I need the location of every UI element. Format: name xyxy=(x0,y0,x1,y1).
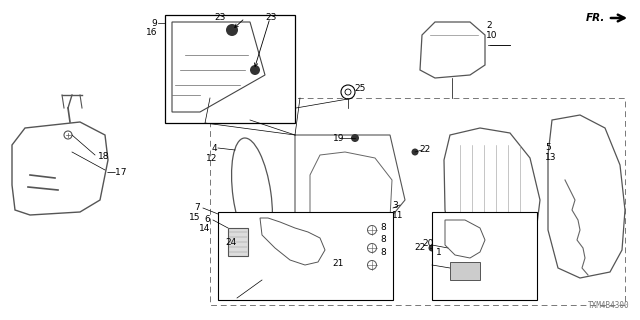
Text: 25: 25 xyxy=(355,84,366,93)
Text: 20: 20 xyxy=(422,239,434,248)
Text: 2: 2 xyxy=(486,21,492,30)
Text: 6: 6 xyxy=(204,215,210,224)
Circle shape xyxy=(351,134,359,142)
Text: 8: 8 xyxy=(381,223,387,232)
Bar xyxy=(228,228,248,256)
Text: 14: 14 xyxy=(198,224,210,233)
Text: 23: 23 xyxy=(214,13,226,22)
Bar xyxy=(218,212,393,300)
Text: 10: 10 xyxy=(486,31,498,40)
Text: 16: 16 xyxy=(146,28,157,37)
Bar xyxy=(210,98,625,305)
Text: FR.: FR. xyxy=(586,13,605,23)
Text: 21: 21 xyxy=(333,259,344,268)
Text: 12: 12 xyxy=(206,154,218,163)
Text: 1: 1 xyxy=(436,248,442,257)
Circle shape xyxy=(412,148,419,156)
Text: 13: 13 xyxy=(545,153,557,162)
Text: 19: 19 xyxy=(333,134,344,143)
Text: 4: 4 xyxy=(212,144,218,153)
Bar xyxy=(432,212,537,300)
Text: 3: 3 xyxy=(392,201,398,210)
Circle shape xyxy=(429,244,435,252)
Text: 8: 8 xyxy=(381,236,387,244)
Text: TXM4B4300: TXM4B4300 xyxy=(588,301,630,310)
Text: —17: —17 xyxy=(106,168,127,177)
Text: 11: 11 xyxy=(392,211,404,220)
Text: 5: 5 xyxy=(545,143,551,152)
Text: 22: 22 xyxy=(414,243,426,252)
Text: 15: 15 xyxy=(189,213,200,222)
Text: 8: 8 xyxy=(381,248,387,257)
Text: 24: 24 xyxy=(225,238,237,247)
Circle shape xyxy=(250,65,260,75)
Bar xyxy=(450,262,480,280)
Text: 22: 22 xyxy=(419,145,431,154)
Text: 9: 9 xyxy=(152,19,157,28)
Bar xyxy=(165,15,295,123)
Text: 18: 18 xyxy=(98,152,109,161)
Text: 23: 23 xyxy=(266,13,277,22)
Circle shape xyxy=(226,24,238,36)
Text: 7: 7 xyxy=(195,204,200,212)
